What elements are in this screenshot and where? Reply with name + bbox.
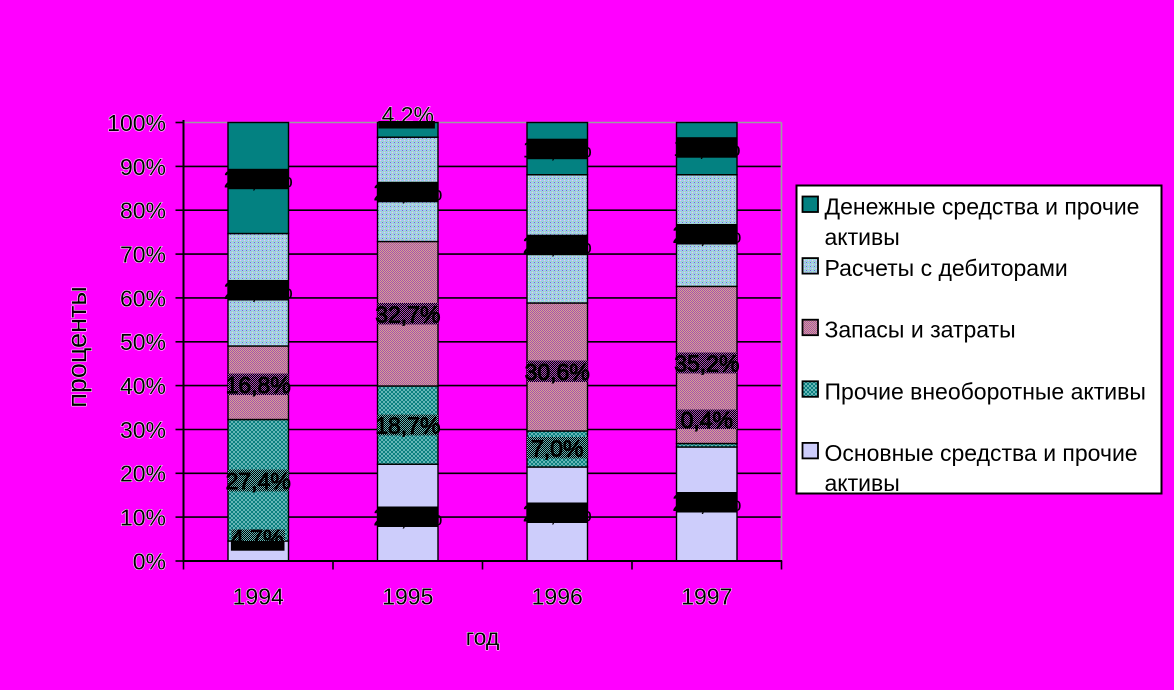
svg-text:1994: 1994 xyxy=(233,584,284,610)
svg-text:0%: 0% xyxy=(133,548,166,574)
svg-text:90%: 90% xyxy=(120,154,166,180)
svg-text:Прочие внеоборотные активы: Прочие внеоборотные активы xyxy=(825,378,1146,404)
svg-text:80%: 80% xyxy=(120,198,166,224)
svg-text:1997: 1997 xyxy=(681,584,732,610)
svg-text:100%: 100% xyxy=(107,110,166,136)
svg-text:32,7%: 32,7% xyxy=(375,301,440,327)
svg-text:Расчеты с дебиторами: Расчеты с дебиторами xyxy=(825,255,1068,281)
svg-text:20%: 20% xyxy=(120,461,166,487)
svg-text:35,2%: 35,2% xyxy=(674,351,739,377)
svg-text:1996: 1996 xyxy=(532,584,583,610)
svg-text:Денежные средства и прочие: Денежные средства и прочие xyxy=(825,194,1140,220)
svg-text:27,4%: 27,4% xyxy=(226,468,291,494)
svg-text:30,6%: 30,6% xyxy=(525,359,590,385)
svg-text:активы: активы xyxy=(825,224,900,250)
svg-text:7,0%: 7,0% xyxy=(531,435,583,461)
svg-text:18,7%: 18,7% xyxy=(375,413,440,439)
svg-text:16,8%: 16,8% xyxy=(226,372,291,398)
svg-text:50%: 50% xyxy=(120,329,166,355)
svg-text:Запасы и затраты: Запасы и затраты xyxy=(825,317,1016,343)
svg-text:0,4%: 0,4% xyxy=(681,407,733,433)
svg-text:активы: активы xyxy=(825,470,900,496)
svg-text:год: год xyxy=(466,624,500,650)
svg-text:1995: 1995 xyxy=(382,584,433,610)
svg-text:10%: 10% xyxy=(120,505,166,531)
svg-text:70%: 70% xyxy=(120,241,166,267)
svg-text:проценты: проценты xyxy=(62,286,92,408)
svg-text:40%: 40% xyxy=(120,373,166,399)
svg-text:Основные средства и прочие: Основные средства и прочие xyxy=(825,440,1138,466)
svg-text:30%: 30% xyxy=(120,417,166,443)
svg-text:60%: 60% xyxy=(120,285,166,311)
